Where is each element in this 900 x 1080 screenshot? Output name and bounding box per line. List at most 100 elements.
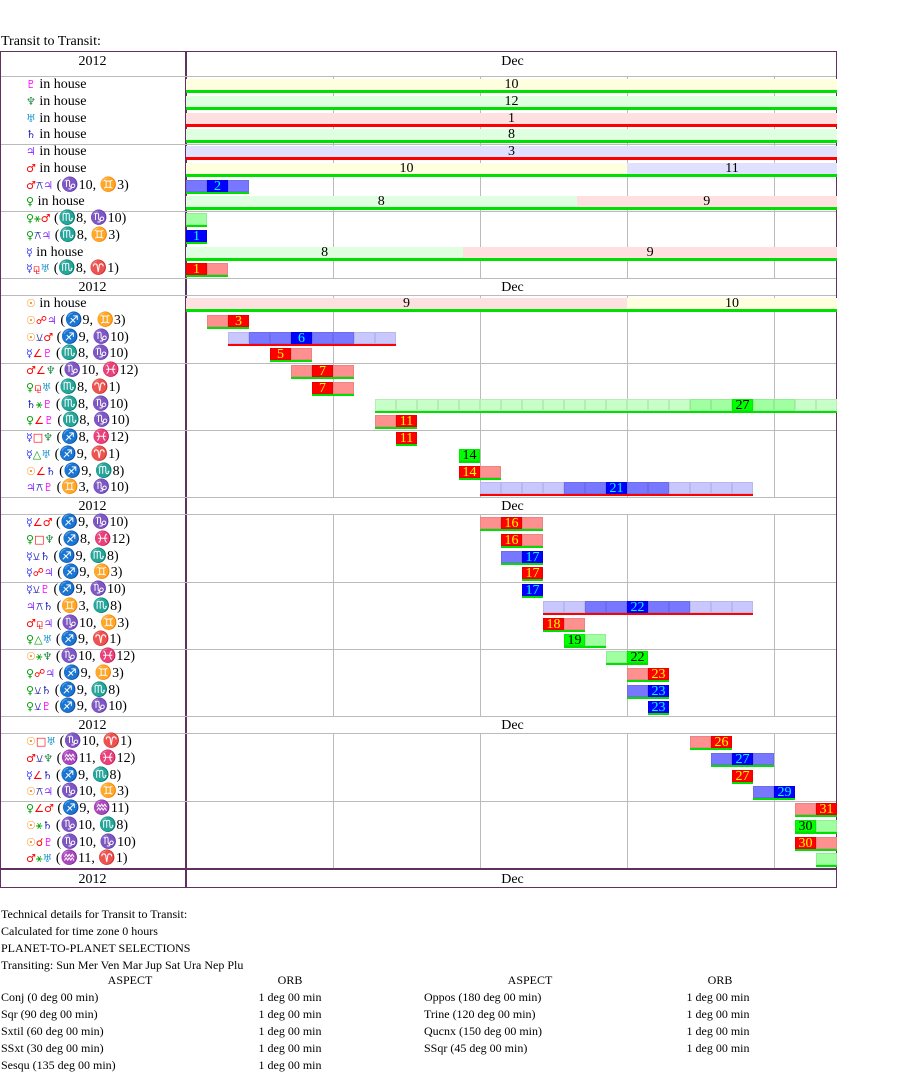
- aspect-day-cell: [522, 567, 543, 580]
- aspect-underline: [207, 326, 249, 329]
- planet-glyph-icon: ☿: [26, 262, 33, 276]
- aspect-glyph-icon: □: [34, 532, 45, 546]
- aspect-row-label: ♂⚻♃ (♑10, ♊3): [26, 178, 129, 194]
- exact-day-label: 1: [193, 228, 200, 244]
- house-segment: [186, 112, 837, 127]
- group-divider: [1, 801, 836, 802]
- aspect-day-cell: [711, 398, 732, 411]
- planet-glyph-icon: ♀: [26, 683, 35, 697]
- aspect-day-cell: [816, 853, 837, 866]
- aspect-day-cell: [585, 398, 606, 411]
- year-header: 2012: [78, 718, 107, 733]
- aspect-orb: 1 deg 00 min: [686, 1041, 750, 1055]
- aspect-underline: [459, 477, 501, 480]
- planet-glyph-icon: ♆: [43, 751, 54, 765]
- aspect-day-cell: [774, 398, 795, 411]
- aspect-positions: (♐9, ♑10): [53, 582, 126, 597]
- planet-glyph-icon: ♃: [43, 566, 54, 580]
- aspect-positions: (♏8, ♑10): [57, 413, 130, 429]
- aspect-orb: 1 deg 00 min: [258, 1058, 322, 1072]
- detail-line: PLANET-TO-PLANET SELECTIONS: [1, 941, 191, 955]
- aspect-day-cell: [606, 651, 627, 663]
- week-gridline: [333, 77, 334, 278]
- aspect-glyph-icon: ⚻: [35, 599, 44, 613]
- detail-line: Transiting: Sun Mer Ven Mar Jup Sat Ura …: [1, 958, 244, 972]
- aspect-day-cell: [648, 600, 669, 613]
- aspect-positions: (♑10, ♈1): [59, 734, 132, 749]
- aspect-orb: 1 deg 00 min: [686, 1007, 750, 1021]
- house-label-text: in house: [39, 110, 87, 126]
- aspect-underline: [375, 427, 417, 430]
- house-segment: [186, 146, 837, 160]
- aspect-positions: (♏8, ♑10): [54, 211, 127, 226]
- aspect-day-cell: [606, 482, 627, 495]
- planet-glyph-icon: ☿: [26, 768, 33, 782]
- aspect-day-cell: [732, 398, 753, 411]
- aspect-day-cell: [186, 229, 207, 242]
- aspect-underline: [270, 360, 312, 363]
- aspect-positions: (♑10, ♊3): [56, 615, 130, 631]
- aspect-glyph-icon: ⚼: [34, 380, 42, 394]
- house-label-text: in house: [39, 160, 87, 176]
- aspect-positions: (♏8, ♑10): [55, 396, 129, 412]
- aspect-day-cell: [501, 517, 522, 529]
- exact-day-label: 27: [735, 751, 750, 767]
- aspect-glyph-icon: △: [32, 447, 42, 461]
- aspect-day-cell: [291, 331, 312, 344]
- aspect-glyph-icon: ⚼: [35, 616, 44, 630]
- aspect-day-cell: [207, 314, 228, 327]
- aspect-day-cell: [459, 448, 480, 461]
- aspect-row-label: ♀☍♃ (♐9, ♊3): [26, 666, 124, 682]
- house-row-label: ♆ in house: [26, 94, 86, 110]
- planet-glyph-icon: ♂: [26, 161, 36, 175]
- planet-glyph-icon: ♃: [47, 313, 57, 327]
- aspect-day-cell: [711, 736, 732, 748]
- house-segment: [186, 298, 627, 312]
- planet-glyph-icon: ♅: [26, 111, 36, 125]
- aspect-underline: [501, 562, 543, 565]
- aspect-day-cell: [648, 684, 669, 697]
- aspect-day-cell: [627, 651, 648, 663]
- aspect-day-cell: [543, 617, 564, 630]
- aspect-day-cell: [312, 331, 333, 344]
- house-row-label: ☉ in house: [26, 296, 86, 312]
- aspect-row-label: ♀⚺♄ (♐9, ♏8): [26, 683, 120, 699]
- aspect-day-cell: [291, 348, 312, 361]
- exact-day-label: 30: [798, 818, 813, 834]
- planet-glyph-icon: ♀: [26, 380, 35, 394]
- planet-glyph-icon: ☉: [26, 835, 36, 849]
- exact-day-label: 11: [399, 431, 414, 446]
- exact-day-label: 30: [798, 835, 813, 851]
- planet-glyph-icon: ☿: [26, 347, 33, 361]
- aspect-day-cell: [438, 398, 459, 411]
- aspect-glyph-icon: ⚻: [35, 785, 44, 799]
- group-divider: [1, 430, 836, 431]
- aspect-day-cell: [732, 482, 753, 495]
- aspect-glyph-icon: ⚹: [35, 397, 43, 411]
- aspect-underline: [186, 191, 249, 194]
- planet-glyph-icon: ☉: [26, 650, 36, 663]
- aspect-orb: 1 deg 00 min: [258, 1007, 322, 1021]
- exact-day-label: 5: [277, 347, 284, 363]
- aspect-row-label: ☿∠♄ (♐9, ♏8): [26, 768, 121, 784]
- house-row-label: ♀ in house: [26, 194, 85, 210]
- aspect-day-cell: [186, 213, 207, 225]
- planet-glyph-icon: ♃: [41, 228, 52, 242]
- aspect-row-label: ☉□♅ (♑10, ♈1): [26, 734, 132, 750]
- aspect-orb: 1 deg 00 min: [258, 990, 322, 1004]
- aspect-row-label: ♀∠♇ (♏8, ♑10): [26, 413, 130, 429]
- aspect-positions: (♏8, ♑10): [56, 346, 129, 362]
- planet-glyph-icon: ☉: [26, 735, 36, 748]
- planet-glyph-icon: ♀: [26, 666, 35, 680]
- planet-glyph-icon: ♅: [41, 447, 52, 461]
- month-footer: Dec: [501, 872, 524, 887]
- aspect-row-label: ♂∠♆ (♑10, ♓12): [26, 363, 138, 379]
- house-label-text: in house: [39, 296, 87, 311]
- month-header: Dec: [501, 280, 524, 295]
- aspect-positions: (♐9, ♊3): [58, 665, 124, 681]
- aspect-day-cell: [396, 415, 417, 428]
- aspect-row-label: ♃⚻♇ (♊3, ♑10): [26, 480, 129, 496]
- aspect-glyph-icon: ☍: [32, 566, 44, 580]
- section-divider: [1, 278, 836, 279]
- aspect-positions: (♑10, ♓12): [59, 363, 139, 378]
